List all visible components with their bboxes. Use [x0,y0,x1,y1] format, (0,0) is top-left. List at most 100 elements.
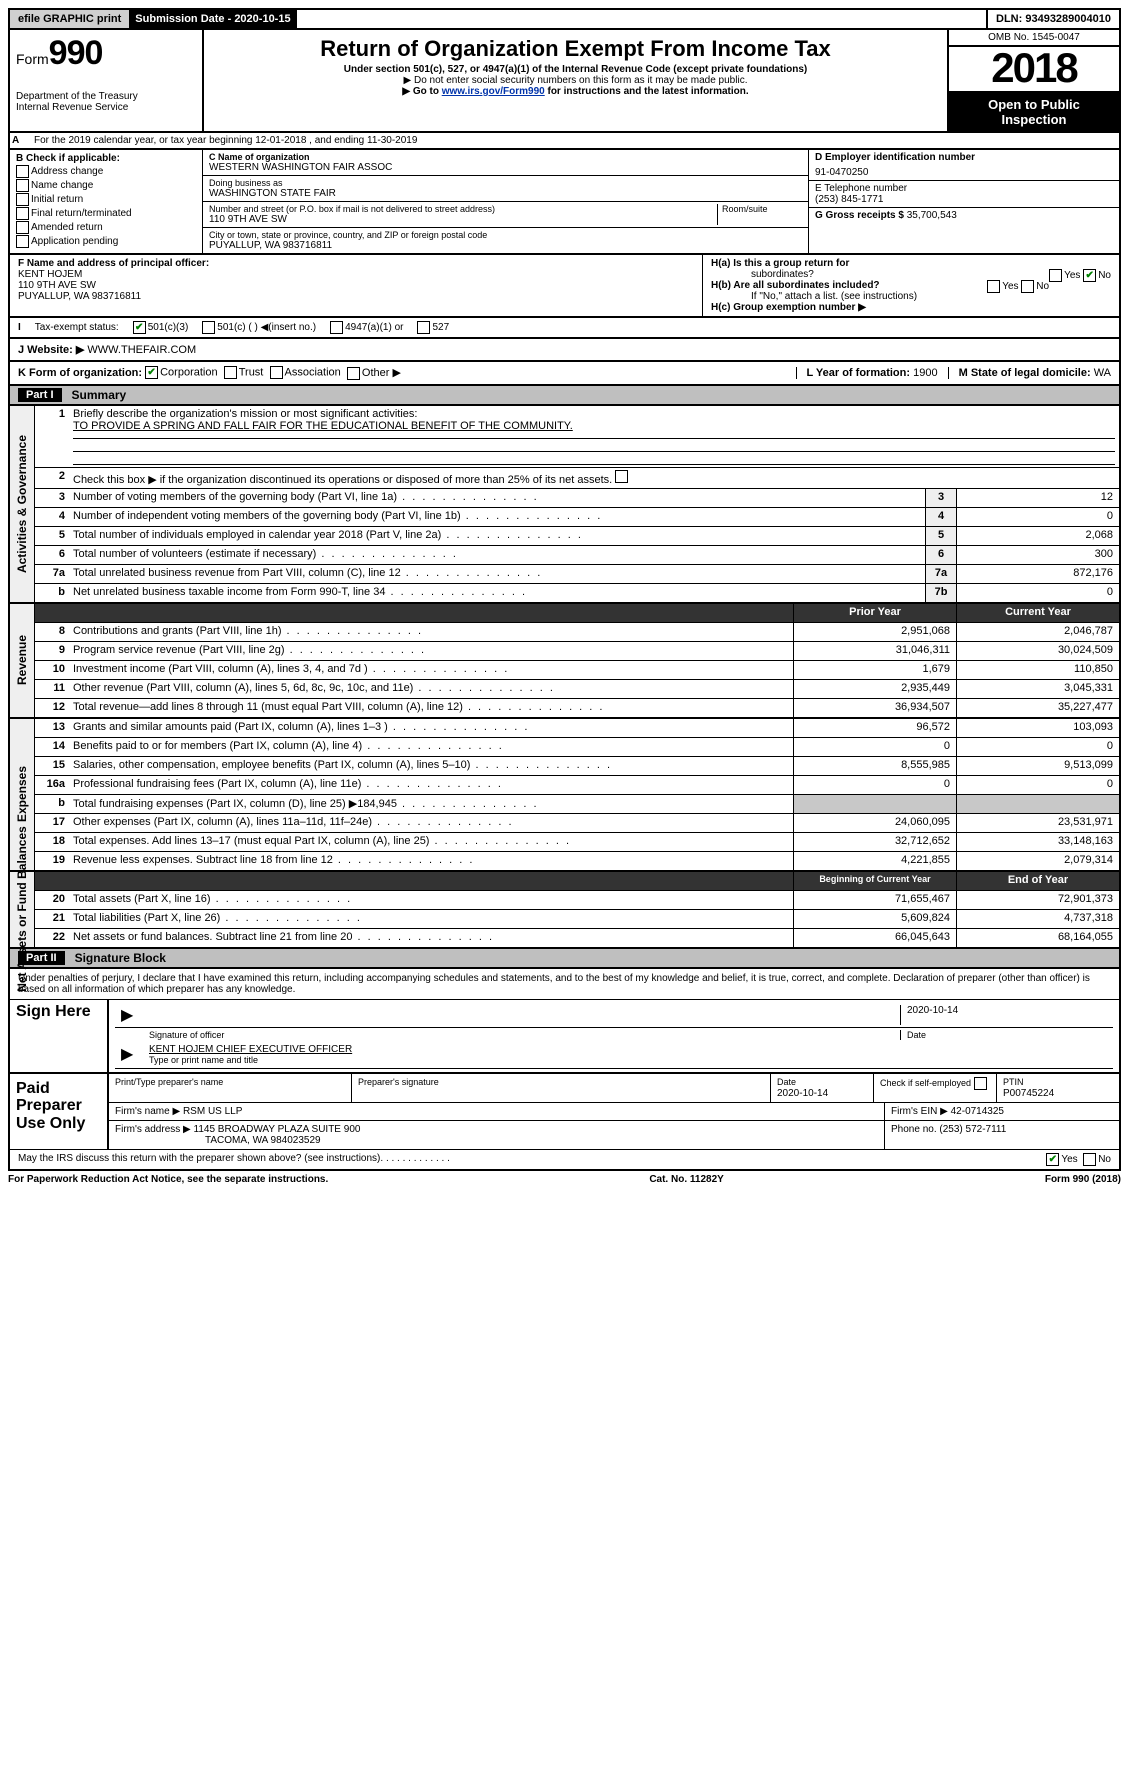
net-assets-section: Net Assets or Fund Balances Beginning of… [8,872,1121,949]
officer-printed-name: KENT HOJEM CHIEF EXECUTIVE OFFICER [149,1044,352,1055]
chk-501c3[interactable]: 501(c)(3) [133,321,189,334]
chk-trust[interactable]: Trust [224,366,264,379]
arrow-icon: ▶ [115,1005,143,1025]
top-bar: efile GRAPHIC print Submission Date - 20… [8,8,1121,30]
table-row: 4Number of independent voting members of… [35,508,1119,527]
chk-4947[interactable]: 4947(a)(1) or [330,321,403,334]
form-of-org-row: K Form of organization: Corporation Trus… [8,362,1121,386]
form-number: Form990 [16,34,196,73]
table-row: 21Total liabilities (Part X, line 26)5,6… [35,910,1119,929]
side-net: Net Assets or Fund Balances [15,826,29,992]
table-row: 19Revenue less expenses. Subtract line 1… [35,852,1119,870]
h-a: H(a) Is this a group return for subordin… [711,258,1111,280]
paid-preparer-block: Paid Preparer Use Only Print/Type prepar… [10,1072,1119,1149]
table-row: 13Grants and similar amounts paid (Part … [35,719,1119,738]
h-b: H(b) Are all subordinates included? Yes … [711,280,1111,302]
efile-label[interactable]: efile GRAPHIC print [10,10,131,28]
sig-date: 2020-10-14 [907,1005,958,1016]
table-row: 14Benefits paid to or for members (Part … [35,738,1119,757]
chk-name[interactable]: Name change [16,179,196,192]
tax-exempt-row: I Tax-exempt status: 501(c)(3) 501(c) ( … [8,318,1121,339]
form-header: Form990 Department of the Treasury Inter… [8,30,1121,133]
firm-ein: 42-0714325 [951,1106,1004,1117]
form-subtitle: Under section 501(c), 527, or 4947(a)(1)… [214,64,937,75]
table-row: 7aTotal unrelated business revenue from … [35,565,1119,584]
ein: 91-0470250 [815,167,1113,178]
chk-amended[interactable]: Amended return [16,221,196,234]
chk-final[interactable]: Final return/terminated [16,207,196,220]
website: WWW.THEFAIR.COM [87,344,196,356]
sign-here-label: Sign Here [10,1000,109,1072]
city-state-zip: PUYALLUP, WA 983716811 [209,240,802,251]
chk-501c[interactable]: 501(c) ( ) ◀(insert no.) [202,321,316,334]
chk-corp[interactable]: Corporation [145,366,217,379]
table-row: bTotal fundraising expenses (Part IX, co… [35,795,1119,814]
side-revenue: Revenue [15,635,29,685]
irs-label: Internal Revenue Service [16,102,196,113]
chk-other[interactable]: Other ▶ [347,366,401,380]
section-c: C Name of organization WESTERN WASHINGTO… [203,150,808,253]
hint-ssn: ▶ Do not enter social security numbers o… [214,75,937,86]
table-row: 17Other expenses (Part IX, column (A), l… [35,814,1119,833]
open-to-public: Open to PublicInspection [949,93,1119,131]
discuss-yes[interactable]: Yes [1046,1153,1077,1166]
table-row: 20Total assets (Part X, line 16)71,655,4… [35,891,1119,910]
chk-pending[interactable]: Application pending [16,235,196,248]
page-footer: For Paperwork Reduction Act Notice, see … [8,1171,1121,1188]
arrow-icon: ▶ [115,1044,143,1066]
tax-year: 2018 [949,47,1119,93]
officer-group-block: F Name and address of principal officer:… [8,255,1121,318]
chk-assoc[interactable]: Association [270,366,341,379]
expenses-section: Expenses 13Grants and similar amounts pa… [8,719,1121,872]
chk-initial[interactable]: Initial return [16,193,196,206]
perjury-declaration: Under penalties of perjury, I declare th… [10,969,1119,999]
form-title: Return of Organization Exempt From Incom… [214,36,937,62]
section-deg: D Employer identification number 91-0470… [808,150,1119,253]
dba: WASHINGTON STATE FAIR [209,188,802,199]
ptin: P00745224 [1003,1088,1054,1099]
year-formation: 1900 [913,367,937,379]
paid-preparer-label: Paid Preparer Use Only [10,1074,109,1149]
table-row: 12Total revenue—add lines 8 through 11 (… [35,699,1119,717]
firm-phone: (253) 572-7111 [939,1124,1006,1135]
instructions-link[interactable]: www.irs.gov/Form990 [442,86,545,97]
mission-text: TO PROVIDE A SPRING AND FALL FAIR FOR TH… [73,420,573,432]
table-row: 18Total expenses. Add lines 13–17 (must … [35,833,1119,852]
gross-receipts: 35,700,543 [907,210,957,221]
chk-527[interactable]: 527 [417,321,449,334]
table-row: 8Contributions and grants (Part VIII, li… [35,623,1119,642]
table-row: bNet unrelated business taxable income f… [35,584,1119,602]
chk-address[interactable]: Address change [16,165,196,178]
section-b: B Check if applicable: Address change Na… [10,150,203,253]
dln: DLN: 93493289004010 [986,10,1119,28]
table-row: 10Investment income (Part VIII, column (… [35,661,1119,680]
discuss-row: May the IRS discuss this return with the… [10,1149,1119,1169]
org-name: WESTERN WASHINGTON FAIR ASSOC [209,162,802,173]
table-row: 5Total number of individuals employed in… [35,527,1119,546]
hint-link: ▶ Go to www.irs.gov/Form990 for instruct… [214,86,937,97]
part-2-header: Part II Signature Block [8,949,1121,969]
table-row: 3Number of voting members of the governi… [35,489,1119,508]
side-governance: Activities & Governance [15,435,29,573]
line-a: A For the 2019 calendar year, or tax yea… [8,133,1121,150]
submission-date: Submission Date - 2020-10-15 [131,10,296,28]
org-info-block: B Check if applicable: Address change Na… [8,150,1121,255]
discuss-no[interactable]: No [1083,1153,1111,1166]
part-1-header: Part I Summary [8,386,1121,406]
state-domicile: WA [1094,367,1111,379]
website-row: J Website: ▶ WWW.THEFAIR.COM [8,339,1121,362]
table-row: 11Other revenue (Part VIII, column (A), … [35,680,1119,699]
prep-date: 2020-10-14 [777,1088,828,1099]
signature-block: Under penalties of perjury, I declare th… [8,969,1121,1171]
revenue-section: Revenue Prior Year Current Year 8Contrib… [8,604,1121,719]
table-row: 9Program service revenue (Part VIII, lin… [35,642,1119,661]
telephone: (253) 845-1771 [815,194,1113,205]
table-row: 22Net assets or fund balances. Subtract … [35,929,1119,947]
street-address: 110 9TH AVE SW [209,214,717,225]
h-c: H(c) Group exemption number ▶ [711,302,1111,313]
table-row: 15Salaries, other compensation, employee… [35,757,1119,776]
firm-name: RSM US LLP [183,1106,242,1117]
table-row: 16aProfessional fundraising fees (Part I… [35,776,1119,795]
side-expenses: Expenses [15,766,29,822]
firm-addr: 1145 BROADWAY PLAZA SUITE 900 [194,1124,361,1135]
